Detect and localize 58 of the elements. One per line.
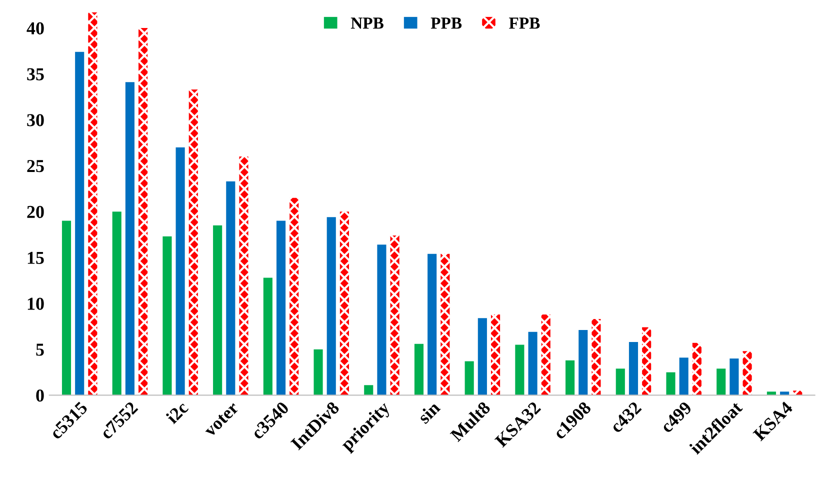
bar [566,360,575,396]
bar [390,235,400,396]
bar [428,254,437,396]
bar [541,314,550,396]
bar [326,217,336,396]
bar [679,358,688,396]
bar [490,314,500,396]
bar [188,90,198,396]
bar [364,385,374,396]
bar [138,28,148,396]
bar [616,368,625,396]
bar [528,332,538,396]
legend-label: FPB [509,18,540,29]
bar [88,12,98,396]
bar [162,236,172,396]
bar [314,349,323,396]
x-tick-label: sin [416,400,441,424]
bar [478,318,487,396]
bar [742,351,752,396]
bar [213,225,222,396]
bar [692,342,702,396]
bar [276,220,286,396]
bar [440,254,450,396]
bar [642,327,652,396]
y-tick-label: 30 [27,114,44,126]
y-tick-label: 40 [26,22,44,34]
y-tick-label: 20 [27,206,44,218]
bar [628,342,638,396]
y-tick-label: 0 [36,389,44,402]
y-tick-label: 10 [28,298,44,310]
legend-label: PPB [430,18,462,29]
y-tick-label: 15 [28,252,44,264]
bar [730,358,739,396]
bar [226,181,236,396]
bar [239,156,248,396]
bar [263,278,272,396]
bar [578,330,588,396]
bar [592,319,601,396]
bar [464,361,474,396]
x-tick-label: c432 [610,401,642,434]
bar [377,244,386,396]
bar [62,220,72,396]
bar [75,52,84,396]
legend-label: NPB [350,18,384,29]
bar [515,344,524,396]
x-tick-label: i2c [164,400,189,424]
x-tick-label: c499 [660,400,692,434]
y-tick-label: 35 [27,68,44,80]
bar [716,368,726,396]
y-tick-label: 25 [27,160,44,172]
bar [125,82,134,396]
bar [176,147,185,396]
bar [112,212,122,396]
bar [290,198,299,396]
bar [666,372,676,396]
y-tick-label: 5 [36,344,44,356]
bar [340,212,349,396]
bar [414,344,424,396]
